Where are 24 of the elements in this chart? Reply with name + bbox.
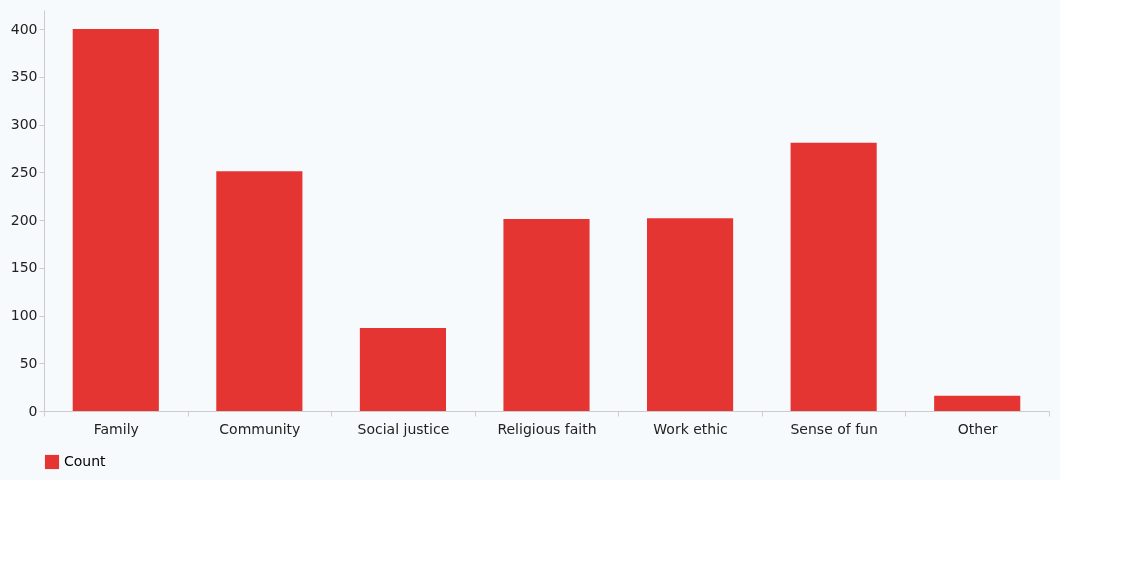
- bar: [647, 218, 734, 411]
- x-tick-label: Sense of fun: [790, 420, 878, 437]
- bar: [503, 219, 590, 411]
- bar: [216, 171, 303, 411]
- y-tick-label: 150: [10, 259, 38, 276]
- x-tick-label: Work ethic: [653, 420, 728, 437]
- y-tick-label: 350: [10, 68, 38, 85]
- y-tick-label: 250: [10, 163, 38, 180]
- bar: [72, 29, 159, 411]
- y-tick-label: 100: [10, 307, 38, 324]
- y-tick-label: 50: [19, 354, 38, 371]
- x-tick-label: Other: [957, 420, 998, 437]
- bar: [359, 327, 446, 411]
- x-tick-label: Family: [93, 420, 139, 437]
- y-tick-label: 0: [28, 402, 38, 419]
- y-tick-label: 400: [10, 20, 38, 37]
- x-tick-label: Religious faith: [497, 420, 597, 437]
- y-tick-label: 300: [10, 116, 38, 133]
- bar: [790, 142, 877, 411]
- y-tick-label: 200: [10, 211, 38, 228]
- x-tick-label: Community: [219, 420, 301, 437]
- legend-label: Count: [64, 453, 107, 469]
- x-tick-label: Social justice: [357, 420, 450, 437]
- bar: [934, 395, 1021, 411]
